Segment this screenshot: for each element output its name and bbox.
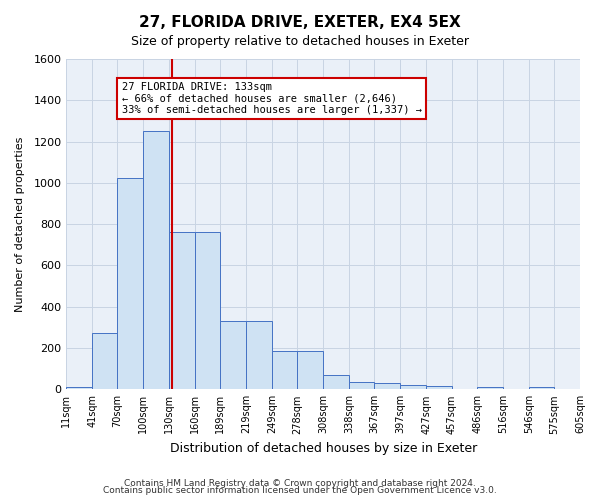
Bar	[246, 321, 272, 390]
Text: Size of property relative to detached houses in Exeter: Size of property relative to detached ho…	[131, 35, 469, 48]
Bar	[67, 387, 92, 390]
Bar	[323, 375, 349, 390]
Bar	[92, 332, 118, 390]
Bar	[272, 351, 297, 390]
Bar	[297, 351, 323, 390]
Bar	[477, 387, 503, 390]
Bar	[349, 382, 374, 390]
Bar	[400, 385, 426, 390]
Text: Contains HM Land Registry data © Crown copyright and database right 2024.: Contains HM Land Registry data © Crown c…	[124, 478, 476, 488]
Text: 27 FLORIDA DRIVE: 133sqm
← 66% of detached houses are smaller (2,646)
33% of sem: 27 FLORIDA DRIVE: 133sqm ← 66% of detach…	[122, 82, 422, 115]
Bar	[169, 232, 195, 390]
X-axis label: Distribution of detached houses by size in Exeter: Distribution of detached houses by size …	[170, 442, 477, 455]
Bar	[426, 386, 452, 390]
Y-axis label: Number of detached properties: Number of detached properties	[15, 136, 25, 312]
Bar	[143, 132, 169, 390]
Bar	[529, 387, 554, 390]
Bar	[220, 321, 246, 390]
Bar	[118, 178, 143, 390]
Text: 27, FLORIDA DRIVE, EXETER, EX4 5EX: 27, FLORIDA DRIVE, EXETER, EX4 5EX	[139, 15, 461, 30]
Bar	[374, 383, 400, 390]
Bar	[195, 232, 220, 390]
Text: Contains public sector information licensed under the Open Government Licence v3: Contains public sector information licen…	[103, 486, 497, 495]
